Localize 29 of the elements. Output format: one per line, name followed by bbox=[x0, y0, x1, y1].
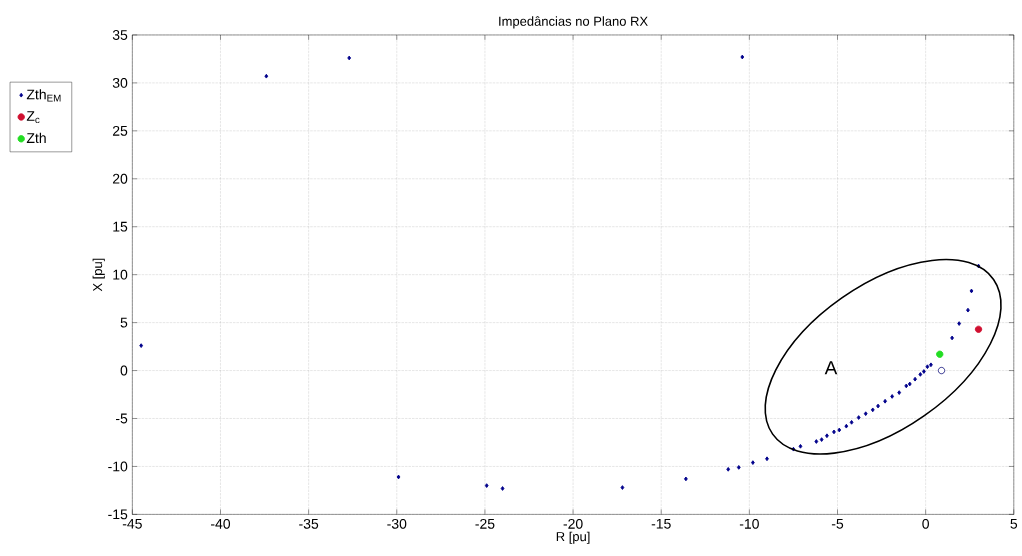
legend-label: Zth$_{EM}$ bbox=[26, 88, 61, 102]
x-tick-label: -15 bbox=[651, 518, 671, 529]
x-tick-label: 5 bbox=[1010, 518, 1018, 529]
y-tick-label: -10 bbox=[108, 461, 128, 472]
x-tick-label: -10 bbox=[739, 518, 759, 529]
x-tick-label: -5 bbox=[831, 518, 844, 529]
x-axis-title: R [pu] bbox=[556, 531, 590, 544]
y-tick-label: 0 bbox=[120, 365, 128, 376]
x-tick-label: -25 bbox=[475, 518, 495, 529]
legend-label: Z$_{c}$ bbox=[26, 111, 40, 123]
y-tick-label: 5 bbox=[120, 317, 128, 328]
x-tick-label: -45 bbox=[122, 518, 142, 529]
x-tick-label: 0 bbox=[922, 518, 929, 529]
x-tick-label: -20 bbox=[563, 518, 583, 529]
y-axis-title: X [pu] bbox=[92, 258, 105, 292]
y-tick-label: 30 bbox=[112, 77, 128, 88]
y-tick-label: 25 bbox=[112, 125, 128, 136]
chart-title: Impedâncias no Plano RX bbox=[499, 16, 648, 29]
x-tick-label: -40 bbox=[211, 518, 231, 529]
annotation: A bbox=[824, 361, 838, 375]
y-tick-label: 10 bbox=[113, 269, 128, 280]
y-tick-label: 15 bbox=[113, 221, 128, 232]
x-tick-label: -30 bbox=[387, 518, 407, 529]
y-tick-label: 35 bbox=[112, 29, 128, 40]
x-tick-label: -35 bbox=[299, 518, 319, 529]
y-tick-label: -15 bbox=[108, 509, 128, 520]
y-tick-label: -5 bbox=[116, 413, 128, 424]
y-tick-label: 20 bbox=[112, 173, 128, 184]
legend-label: Zth bbox=[26, 132, 46, 143]
